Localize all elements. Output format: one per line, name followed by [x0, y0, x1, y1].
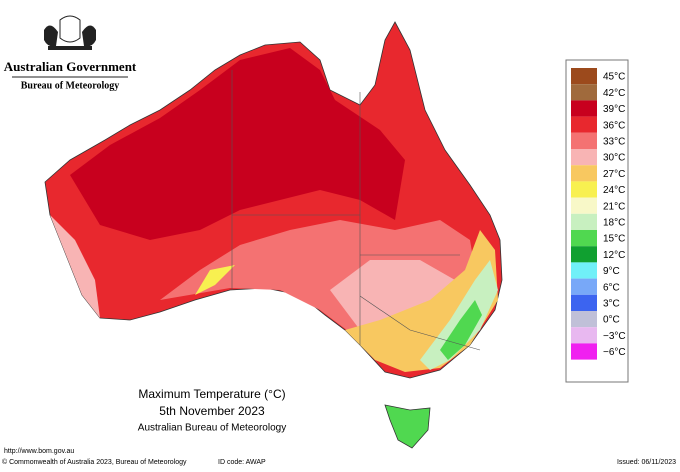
- legend-swatch: [571, 213, 597, 230]
- legend-swatch: [571, 197, 597, 214]
- legend-swatch: [571, 132, 597, 149]
- map: [44, 21, 503, 449]
- legend-label: 3°C: [603, 299, 620, 310]
- legend-swatch: [571, 246, 597, 263]
- legend-swatch: [571, 230, 597, 247]
- legend-label: 15°C: [603, 234, 625, 245]
- legend-label: 27°C: [603, 169, 625, 180]
- bureau: Bureau of Meteorology: [21, 80, 120, 91]
- legend-swatch: [571, 327, 597, 344]
- legend-swatch: [571, 262, 597, 279]
- legend-label: 21°C: [603, 201, 625, 212]
- legend-label: 30°C: [603, 153, 625, 164]
- legend-label: 33°C: [603, 137, 625, 148]
- legend-swatch: [571, 343, 597, 360]
- cool-sw: [50, 215, 100, 318]
- legend-swatch: [571, 84, 597, 101]
- legend-swatch: [571, 294, 597, 311]
- legend-swatch: [571, 116, 597, 133]
- copyright: © Commonwealth of Australia 2023, Bureau…: [2, 458, 187, 466]
- government: Australian Government: [4, 59, 137, 74]
- legend-swatch: [571, 100, 597, 117]
- id-code: ID code: AWAP: [218, 459, 266, 466]
- tasmania: [384, 404, 431, 449]
- legend-label: −6°C: [603, 347, 626, 358]
- legend-swatch: [571, 68, 597, 85]
- caption-title: Maximum Temperature (°C): [138, 387, 285, 401]
- legend-label: 36°C: [603, 120, 625, 131]
- legend-label: 24°C: [603, 185, 625, 196]
- legend: 45°C 42°C 39°C 36°C 33°C 30°C 27°C 24°C 21°C 18°C…: [571, 68, 626, 360]
- legend-swatch: [571, 165, 597, 182]
- legend-swatch: [571, 149, 597, 166]
- issued: Issued: 06/11/2023: [617, 459, 676, 466]
- state-borders: [231, 70, 481, 351]
- legend-label: 0°C: [603, 315, 620, 326]
- legend-label: 42°C: [603, 88, 625, 99]
- legend-label: 12°C: [603, 250, 625, 261]
- yellow-sw: [195, 265, 235, 295]
- green-coast: [420, 260, 498, 370]
- legend-label: 9°C: [603, 266, 620, 277]
- url: http://www.bom.gov.au: [4, 448, 74, 455]
- legend-swatch: [571, 278, 597, 295]
- green-highland: [440, 300, 482, 360]
- legend-label: −3°C: [603, 331, 626, 342]
- legend-label: 18°C: [603, 218, 625, 229]
- legend-label: 45°C: [603, 72, 625, 83]
- legend-label: 6°C: [603, 282, 620, 293]
- crest: [44, 15, 96, 50]
- caption-date: 5th November 2023: [159, 404, 265, 418]
- hot-north: [70, 48, 405, 240]
- caption-source: Australian Bureau of Meteorology: [138, 423, 286, 434]
- legend-swatch: [571, 181, 597, 198]
- legend-swatch: [571, 311, 597, 328]
- legend-label: 39°C: [603, 104, 625, 115]
